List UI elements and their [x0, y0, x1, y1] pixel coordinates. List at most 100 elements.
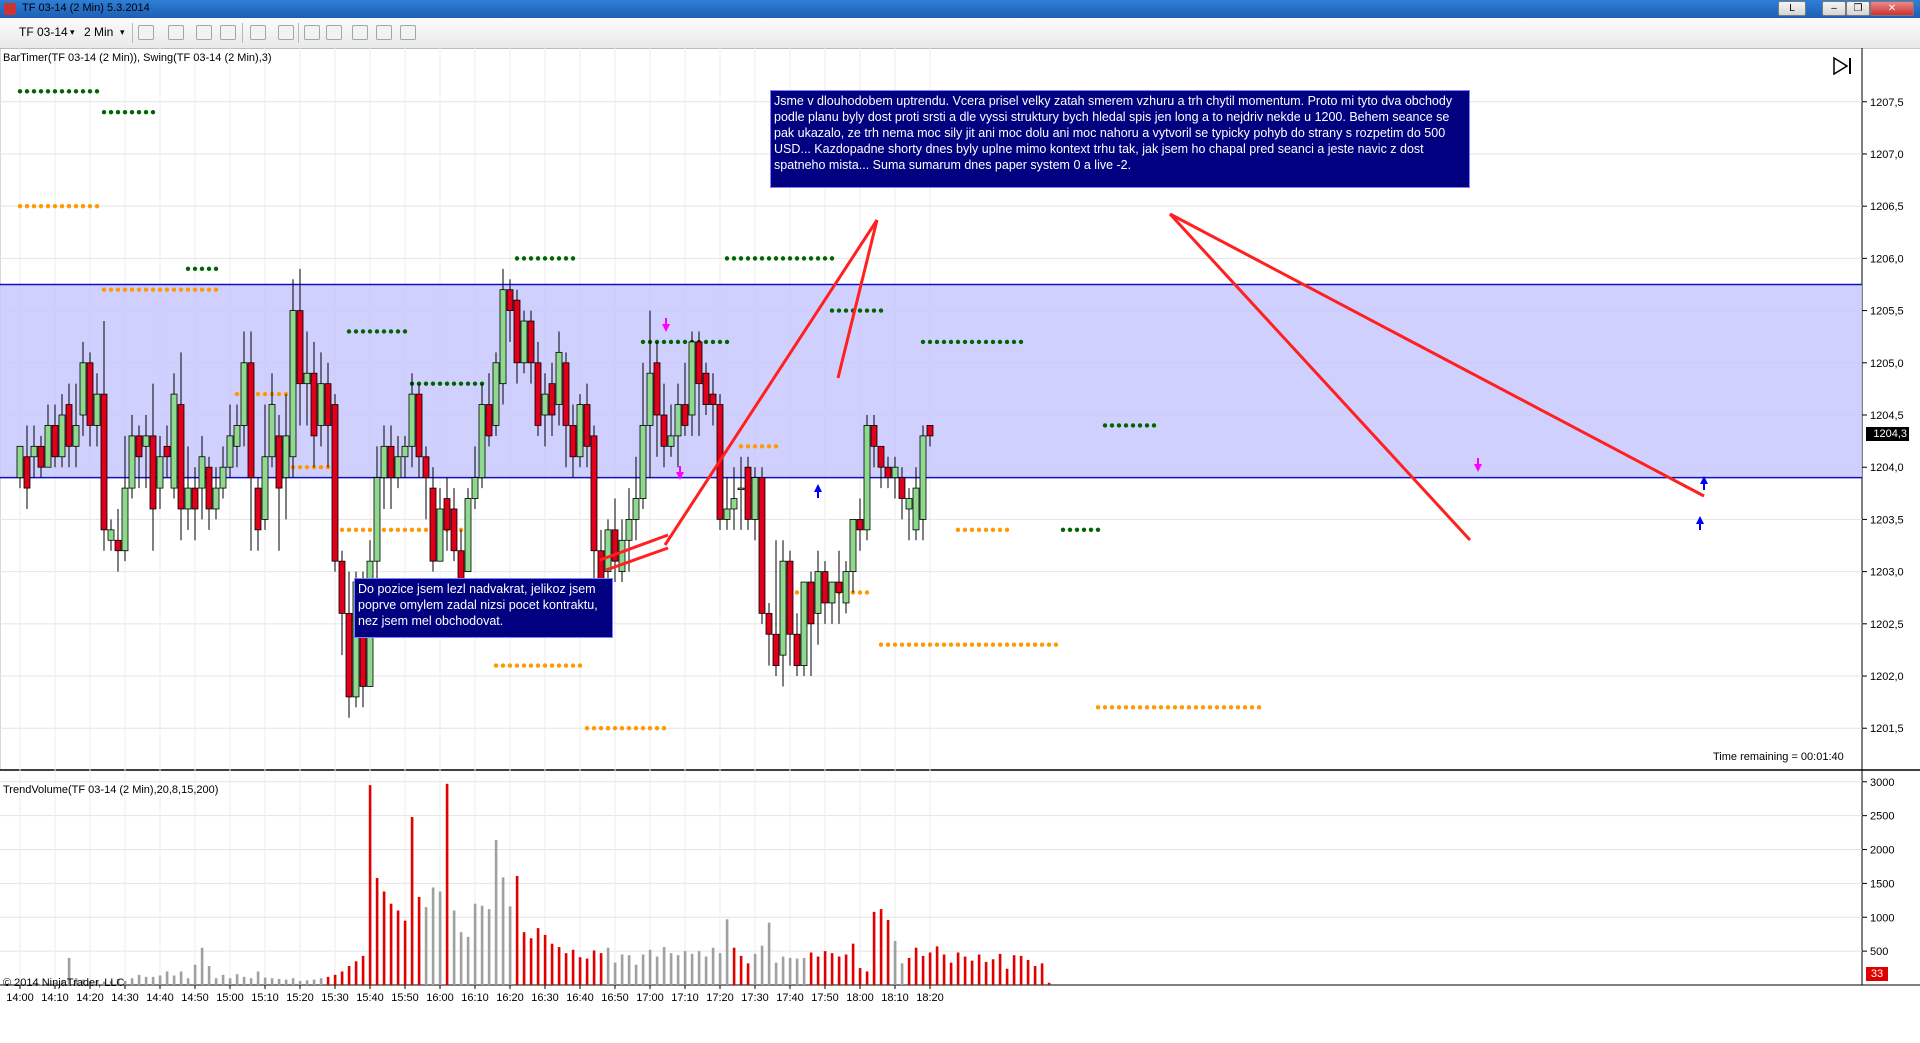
instrument-selector[interactable]: TF 03-14: [19, 25, 68, 39]
down-candle: [429, 487, 437, 562]
swing-levels: [17, 89, 1262, 731]
crosshair-icon[interactable]: [250, 25, 266, 40]
templates-icon[interactable]: [376, 25, 392, 40]
volume-bar: [74, 978, 78, 985]
swing-low-dot: [94, 203, 100, 209]
swing-low-dot: [360, 527, 366, 533]
swing-low-dot: [234, 391, 240, 397]
up-candle: [233, 425, 241, 447]
chevron-down-icon[interactable]: ▾: [120, 27, 125, 37]
volume-bar: [410, 817, 414, 985]
close-button[interactable]: ✕: [1870, 1, 1914, 16]
swing-high-dot: [416, 381, 422, 386]
swing-high-dot: [521, 256, 527, 261]
volume-bar: [116, 978, 120, 985]
window-title: TF 03-14 (2 Min) 5.3.2014: [22, 2, 150, 14]
swing-low-dot: [738, 444, 744, 449]
drawing-tools-icon[interactable]: [168, 25, 184, 40]
time-tick-label: 15:10: [251, 992, 279, 1004]
gridlines: [0, 48, 1920, 986]
zoom-icon[interactable]: [278, 25, 294, 40]
chart-area[interactable]: 1207,5 1207,0 1206,5 1206,0 1205,5 1205,0 1204…: [0, 48, 1920, 1043]
down-candle: [450, 508, 458, 552]
volume-bar: [25, 984, 29, 985]
volume-bar: [1012, 955, 1016, 985]
swing-low-dot: [955, 642, 961, 647]
volume-bar: [893, 940, 897, 985]
down-candle: [163, 445, 171, 458]
volume-bar: [207, 966, 211, 985]
up-candle: [317, 383, 325, 426]
restore-button[interactable]: ❐: [1846, 1, 1870, 16]
up-candle: [380, 445, 388, 479]
properties-icon[interactable]: [400, 25, 416, 40]
axes: 1207,5 1207,0 1206,5 1206,0 1205,5 1205,0 1204…: [6, 97, 1903, 1004]
price-tick-label: 1206,5: [1870, 201, 1904, 213]
volume-bar: [949, 962, 953, 985]
volume-bar: [277, 978, 281, 985]
swing-high-dot: [773, 256, 779, 261]
scroll-to-end-button[interactable]: [1832, 56, 1854, 76]
time-tick-label: 18:10: [881, 992, 909, 1004]
data-box-icon[interactable]: [304, 25, 320, 40]
swing-high-dot: [479, 381, 485, 386]
down-candle: [702, 372, 710, 405]
volume-bar: [340, 971, 344, 985]
swing-low-dot: [661, 726, 667, 731]
volume-bar: [312, 979, 316, 985]
swing-low-dot: [619, 726, 625, 731]
swing-high-dot: [1095, 527, 1101, 533]
bar-style-icon[interactable]: [138, 25, 154, 40]
interval-selector[interactable]: 2 Min: [84, 25, 114, 39]
minimize-window-icon[interactable]: –: [1822, 1, 1846, 16]
swing-high-dot: [115, 110, 121, 115]
swing-low-dot: [955, 527, 961, 533]
swing-high-dot: [794, 256, 800, 261]
swing-low-dot: [255, 391, 261, 397]
time-tick-label: 14:30: [111, 992, 139, 1004]
swing-low-dot: [1046, 642, 1052, 647]
swing-low-dot: [122, 287, 128, 292]
sell-arrow-icon: [1474, 464, 1482, 472]
swing-low-dot: [388, 527, 394, 533]
swing-low-dot: [857, 590, 863, 595]
volume-bar: [431, 887, 435, 985]
analysis-note: Jsme v dlouhodobem uptrendu. Vcera prise…: [770, 90, 1470, 188]
volume-bar: [550, 943, 554, 985]
swing-high-dot: [535, 256, 541, 261]
volume-panel-label: TrendVolume(TF 03-14 (2 Min),20,8,15,200…: [3, 784, 219, 796]
swing-low-dot: [927, 642, 933, 647]
volume-bar: [543, 934, 547, 985]
swing-low-dot: [164, 287, 170, 292]
down-candle: [177, 404, 185, 510]
volume-bar: [767, 922, 771, 985]
swing-low-dot: [1116, 705, 1122, 710]
swing-low-dot: [367, 527, 373, 533]
add-indicator-icon[interactable]: [196, 25, 212, 40]
up-candle: [639, 425, 647, 499]
swing-low-dot: [759, 444, 765, 449]
swing-high-dot: [1102, 423, 1108, 428]
swing-low-dot: [129, 287, 135, 292]
volume-bar: [109, 980, 113, 985]
swing-high-dot: [724, 256, 730, 261]
volume-bar: [886, 919, 890, 985]
swing-high-dot: [353, 329, 359, 334]
swing-low-dot: [794, 590, 800, 595]
swing-high-dot: [367, 329, 373, 334]
swing-low-dot: [906, 642, 912, 647]
chart-properties-icon[interactable]: [326, 25, 342, 40]
swing-low-dot: [31, 203, 37, 209]
buy-arrow-icon: [1700, 476, 1708, 484]
volume-bar: [697, 951, 701, 985]
swing-low-dot: [934, 642, 940, 647]
swing-low-dot: [38, 203, 44, 209]
minimize-button[interactable]: L: [1778, 1, 1806, 16]
save-template-icon[interactable]: [352, 25, 368, 40]
chevron-down-icon[interactable]: ▾: [70, 27, 75, 37]
strategy-icon[interactable]: [220, 25, 236, 40]
swing-low-dot: [969, 642, 975, 647]
swing-low-dot: [1018, 642, 1024, 647]
down-candle: [149, 435, 157, 510]
swing-low-dot: [59, 203, 65, 209]
